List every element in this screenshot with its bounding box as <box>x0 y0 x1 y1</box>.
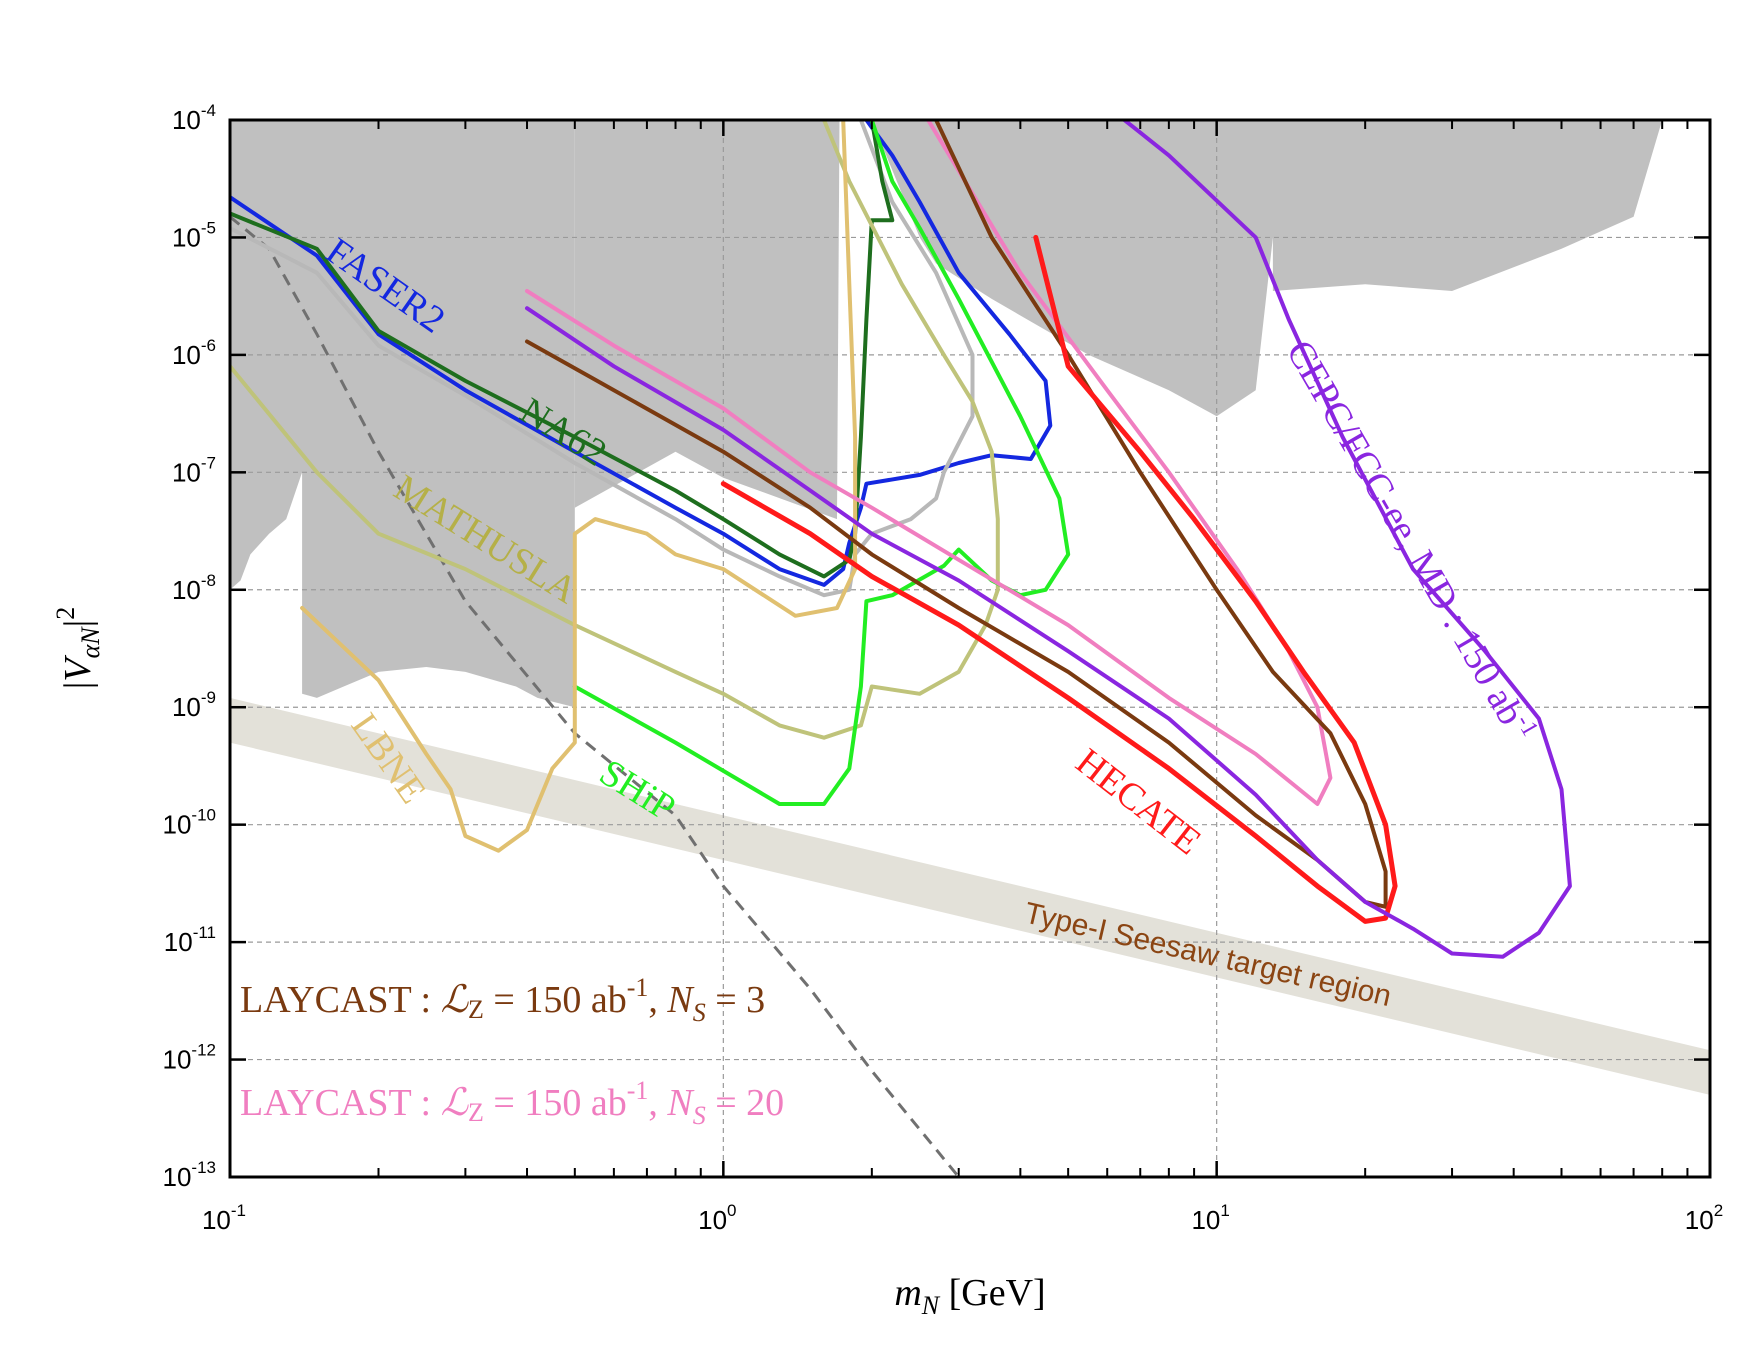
curve-laycast-n-s-20 <box>525 120 1333 806</box>
y-tick-label: 10-11 <box>164 923 216 957</box>
y-tick-label: 10-13 <box>163 1158 217 1192</box>
legend-entry-2: LAYCAST : ℒZ = 150 ab-1, NS = 20 <box>240 1076 784 1130</box>
y-tick-label: 10-8 <box>172 571 216 605</box>
x-tick-label: 100 <box>698 1201 736 1235</box>
legend: LAYCAST : ℒZ = 150 ab-1, NS = 3 LAYCAST :… <box>240 973 784 1130</box>
curve-cepc-fcc-ee-md-150-ab-1 <box>525 120 1572 959</box>
y-tick-label: 10-9 <box>172 688 216 722</box>
curve-ship <box>572 120 1071 806</box>
y-tick-label: 10-4 <box>172 101 216 135</box>
region-excluded-low-mass-spiky <box>230 120 575 708</box>
y-axis-title: |VαN|2 <box>51 607 105 689</box>
curve-hecate <box>720 234 1398 924</box>
x-axis-title: mN [GeV] <box>894 1272 1045 1320</box>
axis-ticks: 10-1 100 101 102 10-4 10-5 10-6 10-7 10-8 10-9 10-… <box>163 101 1724 1235</box>
curve-mathusla <box>230 120 1000 740</box>
band-type-i-seesaw-target-region <box>230 697 1710 1095</box>
y-tick-label: 10-12 <box>163 1041 217 1075</box>
x-tick-label: 101 <box>1191 1201 1229 1235</box>
curve-lbne <box>300 120 858 853</box>
y-tick-label: 10-6 <box>172 336 216 370</box>
legend-entry-1: LAYCAST : ℒZ = 150 ab-1, NS = 3 <box>240 973 765 1027</box>
seesaw-band <box>230 697 1710 1095</box>
y-tick-label: 10-10 <box>163 806 217 840</box>
region-excluded-left <box>230 120 840 520</box>
axis-titles: mN [GeV] |VαN|2 <box>51 607 1046 1320</box>
y-tick-label: 10-5 <box>172 218 216 252</box>
plot-frame <box>228 118 1712 1179</box>
sensitivity-curves <box>230 120 1572 1177</box>
curve-faser2 <box>230 120 1053 587</box>
x-tick-label: 10-1 <box>202 1201 246 1235</box>
x-tick-label: 102 <box>1685 1201 1723 1235</box>
y-tick-label: 10-7 <box>172 453 216 487</box>
curve-na62 <box>230 120 895 579</box>
